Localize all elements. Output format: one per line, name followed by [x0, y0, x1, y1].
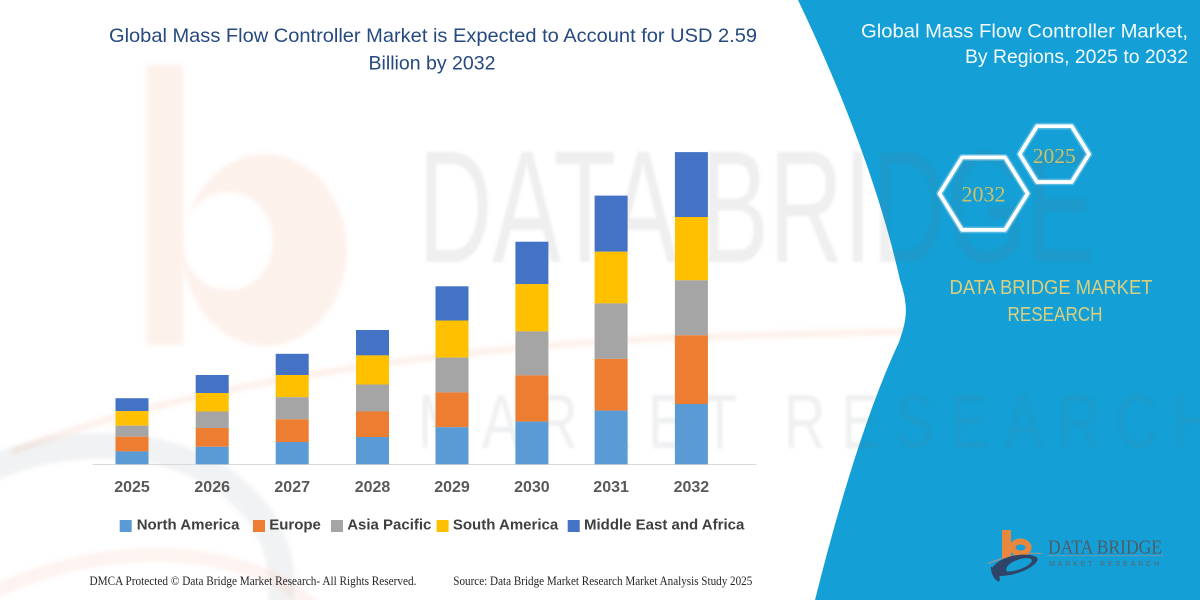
svg-text:Source: Data Bridge Market Res: Source: Data Bridge Market Research Mark… — [453, 574, 752, 588]
svg-text:RESEARCH: RESEARCH — [1008, 304, 1103, 326]
svg-text:South America: South America — [453, 517, 559, 534]
svg-text:Global Mass Flow Controller Ma: Global Mass Flow Controller Market, — [861, 22, 1188, 43]
svg-text:2032: 2032 — [962, 182, 1006, 207]
svg-text:DATA BRIDGE: DATA BRIDGE — [1048, 538, 1162, 559]
svg-text:By Regions, 2025 to 2032: By Regions, 2025 to 2032 — [965, 47, 1188, 68]
svg-text:2027: 2027 — [274, 479, 310, 496]
svg-text:MARKET RESEARCH: MARKET RESEARCH — [1049, 561, 1159, 568]
svg-text:2026: 2026 — [194, 479, 230, 496]
svg-text:Europe: Europe — [269, 517, 321, 534]
svg-text:2030: 2030 — [514, 479, 550, 496]
svg-text:2025: 2025 — [1033, 144, 1076, 168]
svg-text:2029: 2029 — [434, 479, 470, 496]
svg-text:Billion by 2032: Billion by 2032 — [369, 53, 496, 75]
svg-text:Asia Pacific: Asia Pacific — [347, 517, 431, 534]
svg-text:DATA BRIDGE MARKET: DATA BRIDGE MARKET — [950, 277, 1153, 299]
svg-text:DMCA Protected © Data Bridge M: DMCA Protected © Data Bridge Market Rese… — [90, 574, 417, 588]
svg-text:North America: North America — [137, 517, 240, 534]
svg-text:2031: 2031 — [593, 479, 629, 496]
svg-text:Global Mass Flow Controller Ma: Global Mass Flow Controller Market is Ex… — [109, 25, 757, 47]
svg-text:2032: 2032 — [674, 479, 710, 496]
svg-text:2025: 2025 — [114, 479, 150, 496]
svg-text:Middle East and Africa: Middle East and Africa — [584, 517, 745, 534]
svg-text:2028: 2028 — [355, 479, 391, 496]
